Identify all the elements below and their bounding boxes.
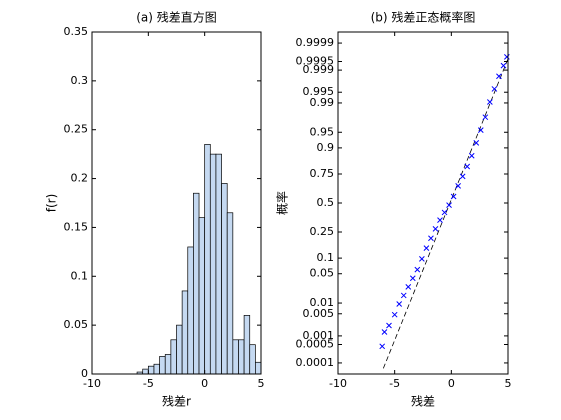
- plot-area: [338, 32, 508, 374]
- data-point: [409, 275, 416, 282]
- y-tick-label: 0.05: [64, 318, 89, 331]
- bar: [193, 192, 200, 375]
- y-tick-label: 0.9999: [296, 36, 335, 49]
- data-point: [428, 235, 434, 242]
- x-tick-label: 0: [448, 377, 455, 390]
- chart-title: (a) 残差直方图: [136, 10, 217, 25]
- y-tick-label: 0.99: [310, 96, 335, 109]
- data-point: [477, 127, 484, 133]
- bar: [226, 212, 234, 375]
- data-point: [482, 114, 489, 121]
- y-tick-label: 0.95: [310, 125, 335, 138]
- y-tick-label: 0.35: [64, 25, 89, 38]
- bar: [159, 356, 166, 375]
- data-point: [441, 209, 448, 216]
- y-tick-label: 0.25: [64, 123, 89, 136]
- y-tick-label: 0.5: [317, 196, 335, 209]
- bar: [249, 344, 256, 375]
- data-point: [464, 163, 471, 170]
- data-point: [423, 245, 430, 251]
- bar: [209, 153, 217, 375]
- data-point: [400, 292, 407, 299]
- bar: [147, 365, 155, 375]
- bar: [164, 354, 172, 375]
- data-point: [446, 202, 452, 209]
- data-point: [391, 311, 398, 318]
- x-axis-label: 残差: [411, 395, 435, 409]
- chart-title: (b) 残差正态概率图: [371, 10, 476, 25]
- data-point: [381, 329, 388, 335]
- y-axis-label: f(r): [45, 194, 59, 213]
- y-tick-label: 0.9995: [296, 54, 335, 67]
- bar: [243, 315, 251, 375]
- bar: [215, 153, 222, 375]
- data-point: [473, 140, 480, 146]
- data-point: [437, 217, 443, 224]
- x-tick-label: -10: [83, 377, 101, 390]
- x-axis-label: 残差r: [162, 395, 191, 409]
- data-point: [386, 322, 392, 329]
- data-point: [504, 54, 510, 60]
- y-axis-label: 概率: [275, 191, 290, 215]
- x-tick-label: 5: [258, 377, 265, 390]
- y-tick-label: 0.15: [64, 220, 89, 233]
- y-tick-label: 0.9: [317, 141, 335, 154]
- bar: [142, 368, 149, 375]
- bar: [198, 217, 206, 375]
- data-point: [379, 343, 386, 350]
- bar: [187, 246, 194, 375]
- bar: [181, 290, 189, 375]
- y-tick-label: 0: [81, 367, 88, 380]
- data-point: [491, 86, 498, 92]
- y-tick-label: 0.25: [310, 225, 335, 238]
- y-tick-label: 0.2: [71, 172, 89, 185]
- bar: [176, 324, 183, 375]
- bar: [238, 339, 245, 375]
- bar: [204, 144, 211, 375]
- bar: [221, 183, 228, 375]
- axes-box: [91, 31, 262, 375]
- data-point: [432, 225, 439, 232]
- y-tick-label: 0.3: [71, 74, 89, 87]
- plot-area: [92, 32, 261, 374]
- data-point: [496, 73, 502, 80]
- data-point: [419, 256, 425, 262]
- x-tick-label: 0: [201, 377, 208, 390]
- y-tick-label: 0.1: [317, 251, 335, 264]
- data-point: [500, 62, 507, 69]
- y-tick-label: 0.001: [303, 329, 335, 342]
- data-point: [455, 182, 461, 189]
- y-tick-label: 0.005: [303, 307, 335, 320]
- x-tick-label: -10: [329, 377, 347, 390]
- x-tick-label: -5: [389, 377, 400, 390]
- y-tick-label: 0.1: [71, 269, 89, 282]
- y-tick-label: 0.0001: [296, 356, 335, 369]
- data-point: [396, 301, 403, 307]
- y-tick-label: 0.05: [310, 267, 335, 280]
- x-tick-label: 5: [505, 377, 512, 390]
- x-tick-label: -5: [143, 377, 154, 390]
- y-tick-label: 0.01: [310, 296, 335, 309]
- data-point: [414, 266, 421, 273]
- data-point: [459, 173, 466, 180]
- bar: [255, 361, 262, 375]
- y-tick-label: 0.75: [310, 167, 335, 180]
- y-tick-label: 0.0005: [296, 338, 335, 351]
- data-point: [405, 283, 412, 290]
- y-tick-label: 0.995: [303, 85, 335, 98]
- data-point: [468, 152, 475, 159]
- data-point: [487, 99, 493, 105]
- bar: [153, 363, 160, 375]
- bar: [232, 339, 239, 375]
- bar: [170, 339, 177, 375]
- y-tick-label: 0.999: [303, 63, 335, 76]
- data-point: [450, 193, 457, 200]
